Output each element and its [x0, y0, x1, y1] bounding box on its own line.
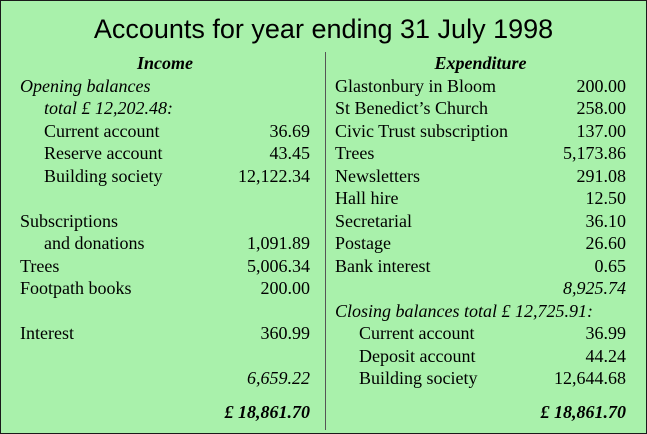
expenditure-row: Secretarial 36.10 [335, 210, 626, 233]
expenditure-row: Postage 26.60 [335, 232, 626, 255]
income-row-label: Current account [44, 120, 160, 141]
expenditure-row-value: 5,173.86 [563, 143, 626, 163]
expenditure-row-value: 12.50 [585, 188, 627, 208]
expenditure-row-label: Glastonbury in Bloom [335, 75, 496, 96]
expenditure-row-label: Bank interest [335, 255, 431, 276]
income-row-value: 43.45 [269, 143, 311, 163]
page-title: Accounts for year ending 31 July 1998 [93, 14, 554, 44]
expenditure-heading: Expenditure [434, 53, 527, 73]
expenditure-row-value: 200.00 [576, 75, 627, 96]
closing-row-value: 36.99 [585, 323, 627, 343]
spacer [335, 390, 626, 401]
spacer [20, 390, 310, 401]
interest-row: Interest 360.99 [20, 323, 310, 343]
expenditure-row: Hall hire 12.50 [335, 187, 626, 210]
expenditure-row-value: 0.65 [594, 255, 627, 276]
expenditure-row-value: 291.08 [576, 165, 627, 186]
income-row-value: 36.69 [269, 120, 311, 141]
expenditure-row-value: 258.00 [576, 98, 627, 118]
expenditure-row-label: Civic Trust subscription [335, 120, 509, 141]
closing-row: Current account 36.99 [335, 322, 626, 345]
spacer [20, 345, 310, 368]
income-row: Reserve account 43.45 [20, 142, 310, 165]
closing-row-value: 44.24 [585, 345, 627, 366]
expenditure-row-value: 137.00 [576, 120, 627, 141]
income-column: Income Opening balances total £ 12,202.4… [20, 52, 310, 423]
expenditure-row: St Benedict’s Church 258.00 [335, 97, 626, 120]
closing-row: Building society 12,644.68 [335, 367, 626, 390]
income-heading: Income [137, 53, 193, 73]
expenditure-row-label: Hall hire [335, 188, 399, 208]
column-divider [325, 52, 326, 430]
opening-total: total £ 12,202.48: [44, 98, 173, 118]
expenditure-row-label: Postage [335, 233, 391, 253]
expenditure-row-label: St Benedict’s Church [335, 98, 488, 118]
closing-balances-label: Closing balances total £ 12,725.91: [335, 300, 593, 321]
footpath-books-row: Footpath books 200.00 [20, 278, 310, 298]
closing-row-label: Building society [359, 368, 478, 388]
expenditure-row: Bank interest 0.65 [335, 255, 626, 278]
closing-row-value: 12,644.68 [554, 368, 626, 388]
income-row-value: 12,122.34 [238, 165, 310, 186]
expenditure-row-label: Newsletters [335, 165, 420, 186]
opening-balances-label: Opening balances [20, 75, 151, 96]
closing-row: Deposit account 44.24 [335, 345, 626, 368]
expenditure-subtotal: 8,925.74 [563, 278, 626, 298]
expenditure-grand-total: £ 18,861.70 [540, 401, 627, 422]
expenditure-row: Civic Trust subscription 137.00 [335, 120, 626, 143]
expenditure-row: Glastonbury in Bloom 200.00 [335, 75, 626, 98]
income-subtotal: 6,659.22 [247, 368, 310, 388]
expenditure-row: Trees 5,173.86 [335, 142, 626, 165]
expenditure-row-value: 36.10 [585, 210, 627, 231]
subscriptions-row: and donations 1,091.89 [44, 233, 310, 253]
subscriptions-label-row: Subscriptions [20, 210, 119, 231]
income-trees-row: Trees 5,006.34 [20, 255, 310, 276]
income-row-label: Reserve account [44, 143, 163, 163]
expenditure-row-label: Trees [335, 143, 375, 163]
expenditure-row-label: Secretarial [335, 210, 412, 231]
expenditure-row: Newsletters 291.08 [335, 165, 626, 188]
income-row: Building society 12,122.34 [20, 165, 310, 188]
expenditure-column: Expenditure Glastonbury in Bloom 200.00 … [335, 52, 626, 423]
closing-row-label: Current account [359, 323, 475, 343]
income-grand-total: £ 18,861.70 [224, 401, 311, 422]
closing-row-label: Deposit account [359, 345, 476, 366]
expenditure-row-value: 26.60 [585, 233, 627, 253]
income-row: Current account 36.69 [20, 120, 310, 143]
spacer [20, 300, 310, 323]
spacer [20, 187, 310, 210]
income-row-label: Building society [44, 165, 163, 186]
